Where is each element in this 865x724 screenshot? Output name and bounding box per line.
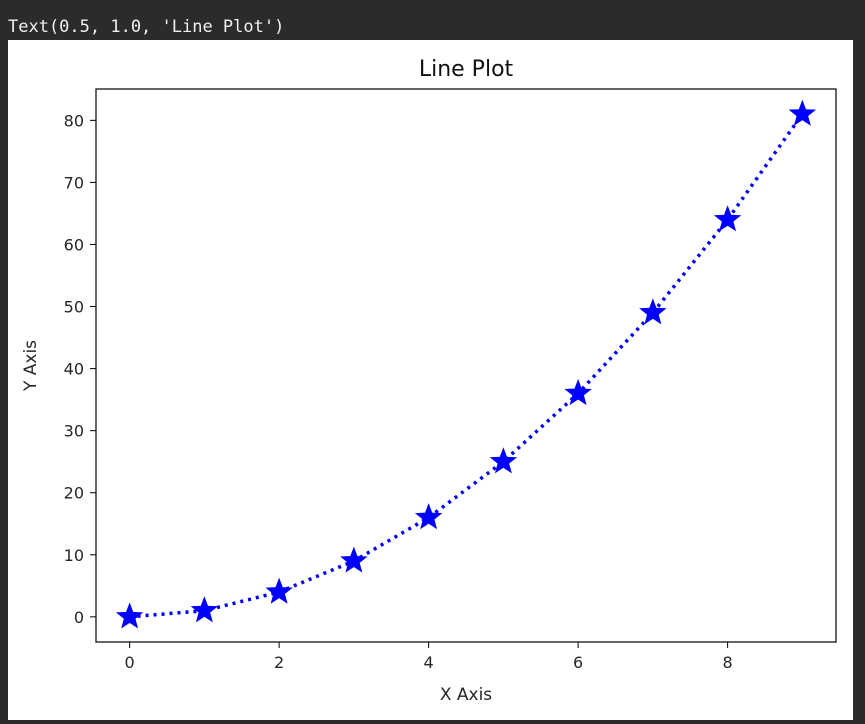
data-point-star [489, 447, 518, 474]
data-point-star [190, 596, 219, 623]
axes-frame [95, 88, 837, 643]
y-tick-label: 40 [64, 360, 84, 379]
y-tick-label: 0 [74, 608, 84, 627]
y-tick-label: 80 [64, 111, 84, 130]
y-tick-label: 30 [64, 422, 84, 441]
y-tick-label: 50 [64, 298, 84, 317]
data-point-star [639, 298, 667, 325]
x-tick-label: 4 [424, 653, 434, 672]
x-axis-label: X Axis [440, 685, 492, 705]
y-tick-label: 10 [64, 546, 84, 565]
data-point-star [564, 379, 592, 406]
data-point-star [340, 546, 368, 573]
chart-title: Line Plot [419, 57, 514, 82]
x-tick-label: 6 [573, 653, 583, 672]
x-tick-label: 2 [274, 653, 284, 672]
data-point-star [414, 503, 443, 530]
x-tick-label: 0 [125, 653, 135, 672]
y-tick-label: 20 [64, 484, 84, 503]
y-tick-label: 60 [64, 235, 84, 254]
y-axis-label: Y Axis [21, 340, 41, 392]
y-tick-label: 70 [64, 173, 84, 192]
data-point-star [713, 205, 742, 232]
data-point-star [788, 99, 817, 126]
data-point-star [115, 602, 144, 629]
figure-area: 0 2 4 6 8 0 10 20 30 40 50 60 70 80 Line Plot X Axis … [8, 40, 853, 720]
data-point-star [265, 577, 293, 604]
cell-output-text: Text(0.5, 1.0, 'Line Plot') [8, 17, 285, 37]
x-tick-label: 8 [723, 653, 733, 672]
series-line [129, 113, 804, 619]
